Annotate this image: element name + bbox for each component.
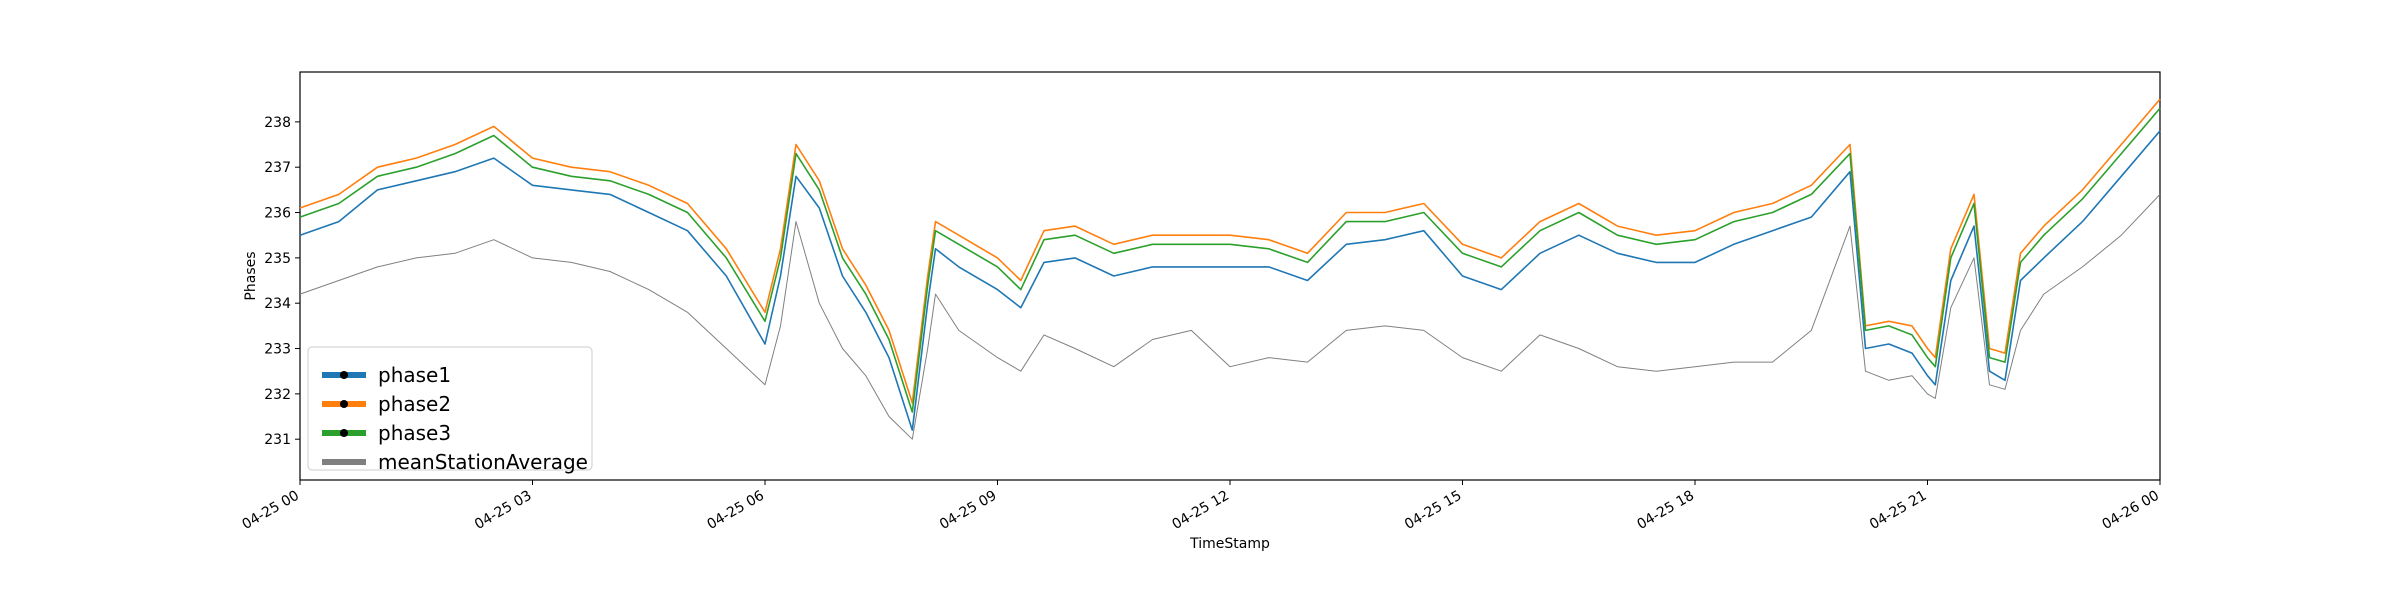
legend-box [307,346,593,471]
x-tick-label: 04-25 18 [1634,488,1697,533]
y-tick-label: 235 [264,251,291,267]
legend-marker [340,429,348,437]
series-line-phase2 [299,98,2161,404]
x-tick-label: 04-26 00 [2099,488,2162,533]
x-tick-label: 04-25 15 [1402,488,1465,533]
series-layer [299,98,2161,440]
y-tick-label: 233 [264,342,291,358]
y-tick-label: 236 [264,206,291,222]
legend-label-phase3: phase3 [378,421,451,445]
series-line-phase3 [299,107,2161,413]
x-tick-label: 04-25 09 [937,488,1000,533]
y-tick-label: 237 [264,160,291,176]
legend-marker [340,400,348,408]
y-tick-label: 231 [264,432,291,448]
series-line-phase1 [299,130,2161,431]
legend-label-phase1: phase1 [378,363,451,387]
legend-marker [340,371,348,379]
y-axis-label: Phases [243,251,259,300]
x-tick-label: 04-25 06 [704,488,767,533]
series-line-meanStationAverage [299,194,2161,440]
x-tick-label: 04-25 03 [472,488,535,533]
x-axis: 04-25 00 04-25 03 04-25 06 04-25 09 04-25 12… [239,480,2162,533]
y-tick-label: 234 [264,296,291,312]
plot-area [299,71,2161,481]
legend-label-meanStationAverage: meanStationAverage [378,450,588,474]
plot-frame [299,71,2161,481]
y-tick-label: 238 [264,115,291,131]
x-tick-label: 04-25 12 [1169,488,1232,533]
legend-label-phase2: phase2 [378,392,451,416]
legend: phase1 phase2 phase3 meanStationAverage [307,346,593,474]
x-tick-label: 04-25 00 [239,488,302,533]
x-tick-label: 04-25 21 [1867,488,1930,533]
y-tick-label: 232 [264,387,291,403]
x-axis-label: TimeStamp [1189,536,1270,552]
y-axis: 231 232 233 234 235 236 237 238 [264,115,300,448]
